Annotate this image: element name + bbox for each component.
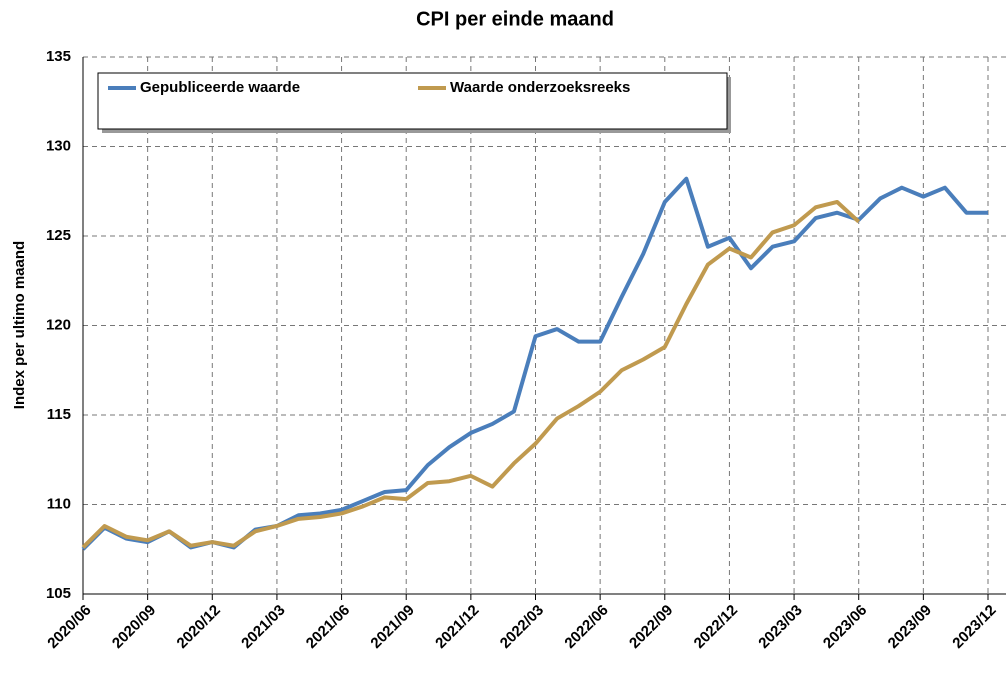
x-tick-label: 2020/06 [44,602,94,652]
x-tick-label: 2020/09 [109,602,159,652]
legend-label: Gepubliceerde waarde [140,79,300,96]
x-tick-label: 2022/03 [497,602,547,652]
x-tick-label: 2021/03 [238,602,288,652]
x-tick-label: 2021/12 [432,602,482,652]
y-tick-label: 125 [46,227,71,244]
y-tick-label: 120 [46,316,71,333]
x-tick-label: 2023/03 [755,602,805,652]
x-tick-label: 2022/06 [561,602,611,652]
legend-label: Waarde onderzoeksreeks [450,79,630,96]
legend-box [97,72,728,130]
x-tick-label: 2020/12 [174,602,224,652]
x-tick-label: 2022/12 [691,602,741,652]
chart-title: CPI per einde maand [416,8,614,30]
x-tick-label: 2023/06 [820,602,870,652]
y-tick-label: 130 [46,137,71,154]
x-tick-label: 2021/06 [303,602,353,652]
y-axis-label: Index per ultimo maand [11,241,28,409]
y-tick-label: 115 [47,406,71,423]
y-tick-label: 105 [46,585,71,602]
x-tick-label: 2023/12 [949,602,999,652]
y-tick-label: 110 [47,495,71,512]
x-tick-label: 2022/09 [626,602,676,652]
y-tick-label: 135 [46,48,71,65]
series-line [81,199,861,549]
x-tick-label: 2021/09 [367,602,417,652]
x-tick-label: 2023/09 [885,602,935,652]
